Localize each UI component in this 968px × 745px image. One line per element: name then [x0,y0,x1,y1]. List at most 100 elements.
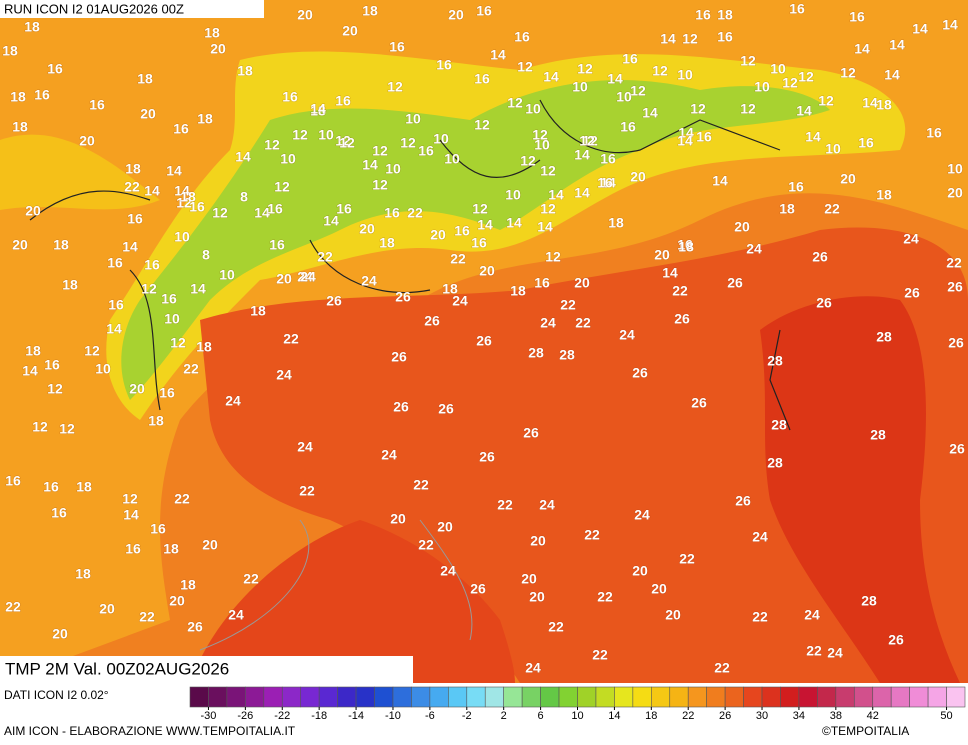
temperature-label: 18 [180,189,196,205]
temperature-label: 16 [436,57,452,73]
colorbar-swatch [909,686,929,708]
temperature-label: 18 [237,63,253,79]
temperature-label: 22 [407,205,423,221]
colorbar-swatch [245,686,265,708]
temperature-label: 14 [574,185,590,201]
temperature-label: 16 [858,135,874,151]
temperature-label: 26 [735,493,751,509]
temperature-label: 12 [532,127,548,143]
temperature-label: 24 [746,241,762,257]
temperature-label: 14 [144,183,160,199]
temperature-label: 20 [479,263,495,279]
temperature-label: 26 [393,399,409,415]
temperature-label: 22 [806,643,822,659]
temperature-label: 14 [254,205,270,221]
temperature-label: 16 [849,9,865,25]
temperature-label: 16 [173,121,189,137]
temperature-label: 24 [297,269,313,285]
temperature-label: 12 [740,53,756,69]
temperature-label: 26 [949,441,965,457]
temperature-label: 12 [339,135,355,151]
temperature-label: 14 [660,31,676,47]
temperature-label: 14 [490,47,506,63]
temperature-label: 22 [714,660,730,676]
temperature-label: 20 [359,221,375,237]
temperature-label: 28 [559,347,575,363]
temperature-label: 22 [299,483,315,499]
temperature-label: 12 [798,69,814,85]
temperature-label: 18 [510,283,526,299]
temperature-label: 24 [827,645,843,661]
temperature-label: 26 [391,349,407,365]
temperature-label: 20 [530,533,546,549]
temperature-label: 12 [212,205,228,221]
run-info: RUN ICON I2 01AUG2026 00Z [4,1,184,16]
temperature-label: 10 [174,229,190,245]
temperature-label: 14 [662,265,678,281]
temperature-label: 14 [477,217,493,233]
temperature-label: 24 [381,447,397,463]
temperature-label: 24 [634,507,650,523]
borders [29,99,791,431]
temperature-label: 14 [543,69,559,85]
temperature-label: 10 [616,89,632,105]
temperature-label: 14 [548,187,564,203]
temperature-label: 8 [240,189,248,205]
regional-borders [199,519,473,651]
temperature-label: 20 [734,219,750,235]
temperature-label: 16 [389,39,405,55]
temperature-label: 16 [788,179,804,195]
temperature-label: 20 [630,169,646,185]
colorbar-swatch [337,686,357,708]
temperature-label: 18 [180,577,196,593]
temperature-label: 12 [579,133,595,149]
temperature-label: 10 [444,151,460,167]
temperature-label: 28 [876,329,892,345]
temperature-label: 20 [12,237,28,253]
temperature-label: 18 [779,201,795,217]
title-box [0,656,413,683]
temperature-label: 12 [577,61,593,77]
colorbar-swatch [466,686,486,708]
temperature-label: 14 [607,71,623,87]
temperature-label: 26 [816,295,832,311]
temperature-label: 14 [942,17,958,33]
temperature-label: 12 [540,201,556,217]
temperature-label: 12 [517,59,533,75]
temperature-label: 14 [805,129,821,145]
colorbar-swatch [651,686,671,708]
temperature-label: 28 [870,427,886,443]
colorbar-swatch [890,686,910,708]
colorbar-swatch [448,686,468,708]
temperature-label: 12 [545,249,561,265]
colorbar-swatch [355,686,375,708]
temperature-label: 20 [947,185,963,201]
temperature-label: 12 [47,381,63,397]
colorbar-swatch [429,686,449,708]
temperature-label: 10 [95,361,111,377]
temperature-label: 14 [166,163,182,179]
temperature-label: 18 [62,277,78,293]
temperature-label: 22 [418,537,434,553]
temperature-label: 24 [225,393,241,409]
temperature-label: 8 [202,247,210,263]
temperature-label: 18 [10,89,26,105]
temperature-label: 22 [413,477,429,493]
colorbar-swatch [226,686,246,708]
colorbar-swatch [318,686,338,708]
colorbar-tick-label: 2 [501,710,507,722]
temperature-label: 14 [123,507,139,523]
colorbar-tick-label: 50 [940,710,952,722]
temperature-label: 16 [695,7,711,23]
colorbar-swatch [374,686,394,708]
temperature-label: 26 [948,335,964,351]
colorbar-tick-label: -26 [237,710,253,722]
temperature-label: 26 [424,313,440,329]
temperature-label: 22 [575,315,591,331]
temperature-label: 14 [106,321,122,337]
temperature-label: 22 [946,255,962,271]
temperature-label: 16 [269,237,285,253]
temperature-label: 18 [2,43,18,59]
temperature-label: 26 [523,425,539,441]
